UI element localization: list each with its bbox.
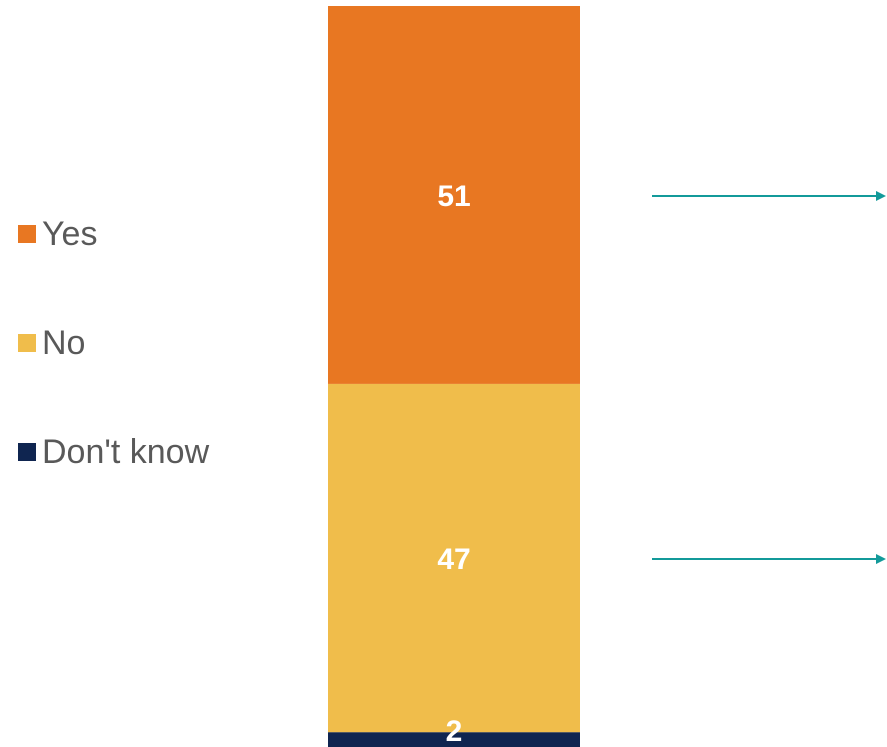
data-label-no: 47 — [437, 543, 470, 576]
bar-segment-no — [328, 383, 580, 733]
bar-segment-don-t-know — [328, 732, 580, 747]
legend-swatch-no — [18, 334, 36, 352]
bar-segments — [328, 6, 580, 747]
legend-item-dont-know: Don't know — [18, 428, 278, 476]
legend-label-yes: Yes — [42, 215, 98, 253]
bar-segment-yes — [328, 6, 580, 384]
data-label-don-t-know: 2 — [446, 715, 463, 747]
legend-item-yes: Yes — [18, 210, 278, 258]
legend-swatch-yes — [18, 225, 36, 243]
legend-swatch-dont-know — [18, 443, 36, 461]
bar-data-labels: 51 47 2 — [437, 180, 470, 747]
annotation-arrows — [652, 190, 886, 565]
legend-label-no: No — [42, 324, 86, 362]
legend-label-dont-know: Don't know — [42, 433, 210, 471]
data-label-yes: 51 — [437, 180, 470, 213]
legend-item-no: No — [18, 319, 278, 367]
chart-legend: Yes No Don't know — [18, 210, 278, 537]
